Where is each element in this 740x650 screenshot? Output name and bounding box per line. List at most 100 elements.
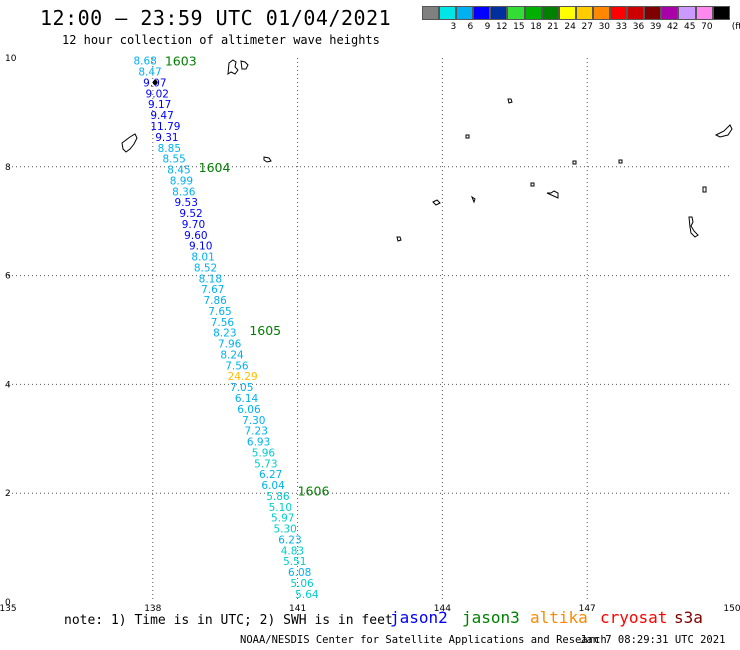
- color-swatch: [575, 6, 593, 20]
- wave-height-value: 8.55: [162, 154, 185, 166]
- wave-height-value: 6.06: [237, 404, 261, 416]
- color-swatch: [678, 6, 696, 20]
- wave-height-value: 24.29: [228, 371, 258, 383]
- island-outline: [546, 190, 559, 199]
- wave-height-value: 6.14: [235, 393, 259, 405]
- y-tick-label: 8: [5, 163, 11, 173]
- page-title: 12:00 – 23:59 UTC 01/04/2021: [40, 6, 392, 30]
- wave-height-value: 8.52: [194, 262, 217, 274]
- wave-height-value: 6.93: [247, 437, 270, 449]
- color-swatch: [592, 6, 611, 20]
- island-outline: [396, 236, 402, 242]
- color-scale-label: 9: [484, 22, 491, 32]
- y-tick-label: 0: [5, 598, 11, 608]
- color-scale-unit: (ft): [731, 22, 740, 32]
- color-swatch: [661, 6, 679, 20]
- wave-height-value: 9.70: [182, 219, 205, 231]
- wave-height-value: 8.45: [167, 165, 190, 177]
- wave-height-value: 7.23: [245, 426, 268, 438]
- color-scale-label: 42: [666, 22, 679, 32]
- wave-height-value: 7.05: [230, 382, 253, 394]
- wave-height-value: 8.18: [199, 273, 222, 285]
- color-scale-swatches: [422, 6, 740, 20]
- time-label: 1605: [249, 323, 281, 338]
- wave-height-value: 7.56: [211, 317, 235, 329]
- y-tick-label: 10: [5, 54, 17, 64]
- color-swatch: [541, 6, 559, 20]
- color-scale-label: 15: [513, 22, 525, 32]
- y-tick-label: 6: [5, 272, 11, 282]
- color-scale-label: [713, 22, 730, 32]
- legend-altika: altika: [530, 608, 588, 627]
- color-scale-label: 39: [649, 22, 662, 32]
- island-outline: [507, 98, 513, 104]
- wave-height-value: 9.53: [175, 197, 198, 209]
- wave-height-value: 5.97: [271, 513, 294, 525]
- legend-jason2: jason2: [390, 608, 448, 627]
- wave-height-value: 8.85: [158, 143, 181, 155]
- footer-note: note: 1) Time is in UTC; 2) SWH is in fe…: [64, 613, 393, 628]
- wave-height-value: 5.30: [273, 524, 296, 536]
- island-outline: [465, 134, 470, 139]
- wave-height-value: 9.10: [189, 241, 212, 253]
- wave-height-value: 8.36: [172, 186, 196, 198]
- color-swatch: [695, 6, 713, 20]
- wave-height-value: 5.64: [295, 589, 319, 601]
- legend-s3a: s3a: [674, 608, 703, 627]
- wave-height-value: 11.79: [150, 121, 180, 133]
- wave-height-value: 8.23: [213, 328, 236, 340]
- color-scale-label: 30: [598, 22, 611, 32]
- color-swatch: [627, 6, 645, 20]
- color-swatch: [422, 6, 440, 20]
- island-outline: [263, 156, 272, 163]
- island-outline: [572, 160, 577, 165]
- x-tick-label: 135: [0, 604, 17, 614]
- time-label: 1603: [165, 54, 197, 69]
- y-tick-label: 2: [5, 489, 11, 499]
- color-scale-label: 27: [581, 22, 593, 32]
- wave-height-value: 4.83: [281, 545, 304, 557]
- credit-text: NOAA/NESDIS Center for Satellite Applica…: [240, 634, 607, 646]
- wave-height-value: 9.17: [148, 99, 171, 111]
- wave-height-value: 7.96: [218, 339, 242, 351]
- color-scale-label: 24: [564, 22, 576, 32]
- wave-height-value: 5.86: [266, 491, 290, 503]
- legend-jason3: jason3: [462, 608, 520, 627]
- island-outline: [432, 199, 441, 206]
- wave-height-value: 8.99: [170, 175, 193, 187]
- wave-height-value: 6.27: [259, 469, 282, 481]
- legend-cryosat: cryosat: [600, 608, 668, 627]
- wave-height-value: 6.08: [288, 567, 311, 579]
- island-outline: [240, 60, 249, 70]
- color-swatch: [473, 6, 491, 20]
- color-scale-label: 70: [701, 22, 713, 32]
- wave-height-value: 8.68: [133, 56, 156, 68]
- page-subtitle: 12 hour collection of altimeter wave hei…: [62, 33, 380, 47]
- satellite-track: 8.688.479.079.029.179.4711.799.318.858.5…: [133, 54, 329, 601]
- wave-height-value: 5.51: [283, 556, 306, 568]
- wave-height-value: 9.52: [179, 208, 202, 220]
- color-swatch: [456, 6, 474, 20]
- island-outline: [227, 59, 239, 75]
- wave-height-value: 7.30: [242, 415, 265, 427]
- wave-height-value: 9.02: [146, 88, 169, 100]
- wave-height-value: 6.04: [261, 480, 285, 492]
- color-scale-label: 18: [530, 22, 542, 32]
- island-outline: [530, 182, 535, 187]
- x-tick-label: 138: [144, 604, 161, 614]
- y-tick-label: 4: [5, 380, 11, 390]
- axis-tick-labels: 135 138 141 144 147 150 0 2 4 6 8 10: [0, 54, 740, 614]
- color-swatch: [712, 6, 730, 20]
- wave-height-value: 7.86: [203, 295, 227, 307]
- wave-height-value: 7.65: [208, 306, 231, 318]
- generated-date: Jan 7 08:29:31 UTC 2021: [580, 634, 726, 646]
- color-scale-label: 36: [632, 22, 645, 32]
- track-marker-dot: [152, 79, 158, 85]
- color-scale-label: [422, 22, 439, 32]
- x-tick-label: 144: [434, 604, 451, 614]
- color-swatch: [439, 6, 457, 20]
- wave-height-value: 8.01: [191, 252, 214, 264]
- map-grid: [8, 58, 732, 602]
